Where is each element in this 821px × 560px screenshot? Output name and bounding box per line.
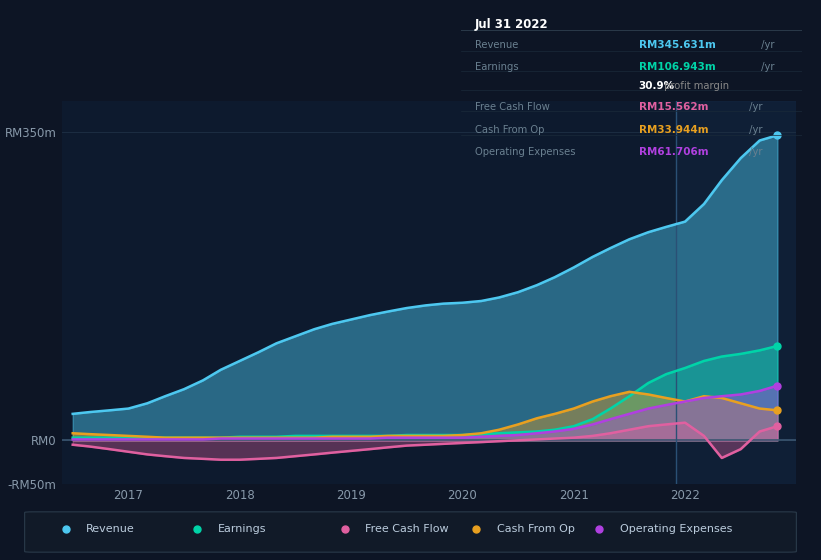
Text: RM15.562m: RM15.562m xyxy=(639,102,708,112)
Text: Revenue: Revenue xyxy=(86,524,135,534)
Text: Earnings: Earnings xyxy=(475,62,519,72)
Text: RM61.706m: RM61.706m xyxy=(639,147,709,157)
Text: /yr: /yr xyxy=(758,62,774,72)
Text: RM345.631m: RM345.631m xyxy=(639,40,715,50)
Text: Free Cash Flow: Free Cash Flow xyxy=(475,102,550,112)
Text: /yr: /yr xyxy=(746,102,763,112)
Text: RM106.943m: RM106.943m xyxy=(639,62,715,72)
Text: Earnings: Earnings xyxy=(218,524,266,534)
Text: Free Cash Flow: Free Cash Flow xyxy=(365,524,449,534)
Text: Cash From Op: Cash From Op xyxy=(497,524,575,534)
Text: Operating Expenses: Operating Expenses xyxy=(475,147,576,157)
Text: /yr: /yr xyxy=(746,147,763,157)
Bar xyxy=(677,101,796,484)
Text: Jul 31 2022: Jul 31 2022 xyxy=(475,18,548,31)
Text: RM33.944m: RM33.944m xyxy=(639,124,709,134)
Text: Cash From Op: Cash From Op xyxy=(475,124,544,134)
Text: 30.9%: 30.9% xyxy=(639,81,675,91)
Text: /yr: /yr xyxy=(758,40,774,50)
Text: Operating Expenses: Operating Expenses xyxy=(620,524,732,534)
Text: /yr: /yr xyxy=(746,124,763,134)
FancyBboxPatch shape xyxy=(25,512,796,552)
Text: Revenue: Revenue xyxy=(475,40,518,50)
Text: profit margin: profit margin xyxy=(661,81,729,91)
